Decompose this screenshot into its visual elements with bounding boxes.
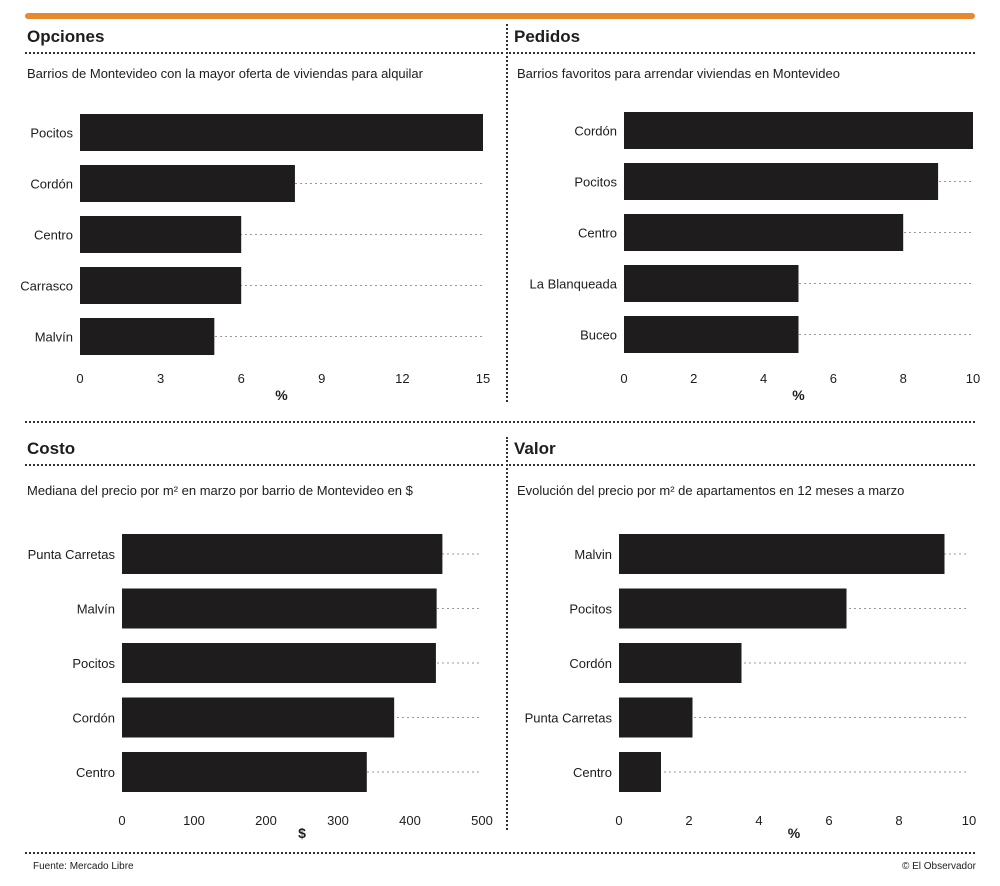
panel-title: Costo xyxy=(27,439,76,458)
x-tick-label: 15 xyxy=(476,371,490,386)
panel-title-rule xyxy=(25,464,503,466)
category-label: Cordón xyxy=(72,711,115,726)
panel-subtitle: Barrios de Montevideo con la mayor ofert… xyxy=(27,66,423,81)
x-tick-label: 3 xyxy=(157,371,164,386)
x-tick-label: 0 xyxy=(615,813,622,828)
category-label: Pocitos xyxy=(569,602,612,617)
category-label: Malvín xyxy=(35,330,73,345)
bar-centro xyxy=(80,216,242,253)
x-tick-label: 100 xyxy=(183,813,205,828)
bar-centro xyxy=(619,752,661,792)
x-tick-label: 2 xyxy=(690,371,697,386)
category-label: Punta Carretas xyxy=(525,711,613,726)
source-note: Fuente: Mercado Libre xyxy=(33,861,134,872)
x-tick-label: 8 xyxy=(895,813,902,828)
category-label: Punta Carretas xyxy=(28,547,116,562)
bar-chart-costo: Punta Carretas Malvín Pocitos Cordón Centro 0… xyxy=(28,534,493,841)
bar-pocitos xyxy=(122,643,436,683)
panel-subtitle: Evolución del precio por m² de apartamen… xyxy=(517,483,905,498)
horizontal-divider xyxy=(25,421,975,423)
bar-chart-valor: Malvin Pocitos Cordón Punta Carretas Centro 0… xyxy=(525,534,976,841)
panel-title: Valor xyxy=(514,439,556,458)
panel-title: Opciones xyxy=(27,27,105,46)
x-axis-label: % xyxy=(792,387,805,403)
bar-chart-pedidos: Cordón Pocitos Centro La Blanqueada Buceo 0 2 4… xyxy=(530,112,980,403)
category-label: Buceo xyxy=(580,328,617,343)
x-tick-label: 2 xyxy=(685,813,692,828)
top-accent-rule xyxy=(25,13,975,19)
x-tick-label: 4 xyxy=(760,371,767,386)
vertical-divider-top xyxy=(506,24,508,402)
x-tick-label: 300 xyxy=(327,813,349,828)
bar-cordón xyxy=(624,112,973,149)
x-axis-label: % xyxy=(275,387,288,403)
x-tick-label: 12 xyxy=(395,371,409,386)
bar-punta-carretas xyxy=(619,697,693,738)
bar-malvin xyxy=(619,534,945,574)
category-label: Centro xyxy=(578,226,617,241)
x-tick-label: 0 xyxy=(620,371,627,386)
category-label: Centro xyxy=(34,228,73,243)
panel-title-rule xyxy=(509,52,975,54)
vertical-divider-bottom xyxy=(506,437,508,830)
bar-malvín xyxy=(122,588,437,629)
bar-centro xyxy=(624,214,904,251)
x-axis-label: $ xyxy=(298,825,306,841)
category-label: Centro xyxy=(573,765,612,780)
bar-pocitos xyxy=(80,114,483,151)
category-label: Malvin xyxy=(574,547,612,562)
x-tick-label: 10 xyxy=(966,371,980,386)
bar-cordón xyxy=(80,165,295,202)
x-tick-label: 0 xyxy=(118,813,125,828)
panel-subtitle: Barrios favoritos para arrendar vivienda… xyxy=(517,66,841,81)
category-label: Cordón xyxy=(30,177,73,192)
bar-cordón xyxy=(619,643,742,683)
bar-pocitos xyxy=(624,163,939,200)
x-tick-label: 9 xyxy=(318,371,325,386)
bar-la-blanqueada xyxy=(624,265,799,302)
category-label: Cordón xyxy=(569,656,612,671)
x-tick-label: 200 xyxy=(255,813,277,828)
panel-title-rule xyxy=(509,464,975,466)
bar-malvín xyxy=(80,318,215,355)
bar-punta-carretas xyxy=(122,534,443,574)
category-label: La Blanqueada xyxy=(530,277,618,292)
x-tick-label: 10 xyxy=(962,813,976,828)
bar-cordón xyxy=(122,697,395,738)
bar-chart-opciones: Pocitos Cordón Centro Carrasco Malvín 0 3 6 9 12 1… xyxy=(20,114,490,403)
x-axis-label: % xyxy=(788,825,801,841)
x-tick-label: 8 xyxy=(900,371,907,386)
footer-divider xyxy=(25,852,975,854)
category-label: Pocitos xyxy=(574,175,617,190)
bar-centro xyxy=(122,752,367,792)
x-tick-label: 500 xyxy=(471,813,493,828)
category-label: Malvín xyxy=(77,602,115,617)
category-label: Centro xyxy=(76,765,115,780)
panel-subtitle: Mediana del precio por m² en marzo por b… xyxy=(27,483,413,498)
x-tick-label: 6 xyxy=(238,371,245,386)
x-tick-label: 400 xyxy=(399,813,421,828)
panel-title-rule xyxy=(25,52,503,54)
bar-pocitos xyxy=(619,588,847,629)
category-label: Cordón xyxy=(574,124,617,139)
category-label: Pocitos xyxy=(72,656,115,671)
category-label: Pocitos xyxy=(30,126,73,141)
credit-note: © El Observador xyxy=(901,861,976,872)
x-tick-label: 0 xyxy=(76,371,83,386)
panel-title: Pedidos xyxy=(514,27,581,46)
bar-carrasco xyxy=(80,267,242,304)
bar-buceo xyxy=(624,316,799,353)
x-tick-label: 4 xyxy=(755,813,762,828)
category-label: Carrasco xyxy=(20,279,73,294)
x-tick-label: 6 xyxy=(825,813,832,828)
x-tick-label: 6 xyxy=(830,371,837,386)
